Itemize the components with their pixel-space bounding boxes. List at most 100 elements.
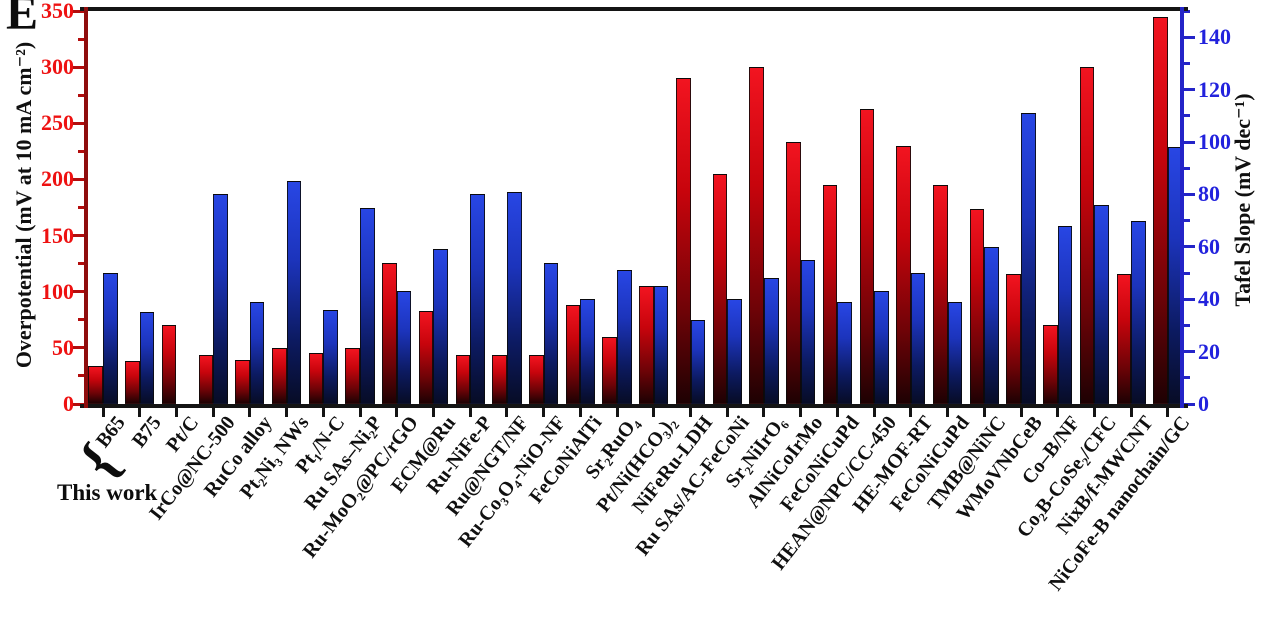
right-axis-tick bbox=[1184, 166, 1190, 170]
x-axis-tick bbox=[431, 408, 435, 417]
bar-overpotential-6 bbox=[308, 353, 324, 404]
x-axis-tick bbox=[542, 408, 546, 417]
right-axis-tick bbox=[1184, 114, 1190, 118]
this-work-label: This work bbox=[57, 480, 158, 505]
bar-tafel-24 bbox=[984, 246, 999, 404]
bar-overpotential-2 bbox=[161, 325, 177, 404]
bar-overpotential-19 bbox=[786, 142, 801, 404]
bar-overpotential-24 bbox=[969, 208, 985, 404]
left-axis-tick bbox=[73, 9, 84, 13]
left-axis-tick-label: 150 bbox=[41, 222, 74, 248]
x-axis-tick bbox=[652, 408, 656, 417]
left-axis-tick bbox=[73, 65, 84, 69]
bar-overpotential-15 bbox=[639, 286, 654, 404]
bar-overpotential-17 bbox=[712, 173, 728, 404]
bar-overpotential-4 bbox=[235, 360, 250, 404]
right-axis-tick-label: 60 bbox=[1198, 233, 1220, 259]
bar-tafel-26 bbox=[1057, 225, 1073, 404]
left-axis-tick-label: 250 bbox=[41, 110, 74, 136]
bar-tafel-23 bbox=[947, 301, 963, 404]
bar-overpotential-5 bbox=[272, 347, 287, 404]
bar-tafel-17 bbox=[727, 299, 742, 404]
bar-tafel-11 bbox=[506, 191, 522, 404]
left-axis-title: Overpotential (mV at 10 mA cm⁻²) bbox=[11, 41, 36, 369]
bar-tafel-3 bbox=[213, 194, 228, 404]
right-axis-tick bbox=[1184, 35, 1195, 39]
right-axis-tick-label: 100 bbox=[1198, 129, 1231, 154]
right-axis-tick bbox=[1184, 350, 1195, 354]
x-axis-tick bbox=[138, 408, 142, 417]
bar-tafel-9 bbox=[433, 249, 449, 404]
bar-overpotential-28 bbox=[1116, 273, 1132, 404]
x-axis-tick bbox=[395, 408, 399, 417]
left-axis-tick-label: 100 bbox=[41, 278, 74, 304]
x-axis-tick bbox=[1129, 408, 1133, 417]
right-axis-tick bbox=[1184, 376, 1190, 380]
left-axis-tick bbox=[78, 206, 84, 209]
right-axis-spine bbox=[1180, 7, 1184, 408]
right-axis-tick bbox=[1184, 297, 1195, 301]
right-axis-tick-label: 40 bbox=[1198, 286, 1220, 312]
left-axis-tick-label: 300 bbox=[41, 54, 74, 80]
x-axis-tick bbox=[799, 408, 803, 417]
x-axis-tick bbox=[615, 408, 619, 417]
bar-overpotential-3 bbox=[198, 354, 214, 404]
x-axis-tick bbox=[101, 408, 105, 417]
x-axis-tick bbox=[725, 408, 729, 417]
right-axis-tick bbox=[1184, 219, 1190, 223]
left-axis-tick-label: 350 bbox=[41, 0, 74, 23]
bar-tafel-12 bbox=[543, 262, 559, 404]
bar-tafel-22 bbox=[910, 273, 926, 404]
left-axis-tick bbox=[73, 177, 84, 181]
bar-tafel-7 bbox=[360, 207, 375, 404]
bar-tafel-20 bbox=[837, 301, 852, 404]
bar-overpotential-0 bbox=[88, 365, 103, 404]
bar-overpotential-7 bbox=[345, 347, 361, 404]
bar-tafel-4 bbox=[249, 301, 265, 404]
bar-overpotential-22 bbox=[896, 145, 911, 404]
bar-overpotential-16 bbox=[675, 78, 691, 404]
right-axis-tick bbox=[1184, 245, 1195, 249]
bar-tafel-21 bbox=[874, 291, 889, 404]
x-axis-tick bbox=[1056, 408, 1060, 417]
right-axis-tick-label: 20 bbox=[1198, 338, 1220, 364]
x-axis-tick bbox=[1019, 408, 1023, 417]
bar-tafel-18 bbox=[763, 278, 779, 404]
bar-overpotential-13 bbox=[565, 305, 581, 404]
right-axis-tick-label: 120 bbox=[1198, 76, 1231, 102]
bar-overpotential-12 bbox=[529, 354, 544, 404]
bar-tafel-19 bbox=[800, 259, 816, 404]
bar-overpotential-10 bbox=[455, 354, 471, 404]
bar-tafel-27 bbox=[1094, 204, 1110, 404]
right-axis-tick bbox=[1184, 9, 1190, 13]
bar-overpotential-14 bbox=[602, 336, 618, 404]
bar-overpotential-25 bbox=[1006, 273, 1021, 404]
bar-overpotential-27 bbox=[1079, 67, 1095, 404]
bar-tafel-25 bbox=[1021, 113, 1036, 404]
bar-overpotential-1 bbox=[125, 361, 140, 404]
panel-label: E bbox=[6, 0, 39, 40]
bar-tafel-15 bbox=[653, 286, 669, 404]
x-axis-tick bbox=[1166, 408, 1170, 417]
bar-tafel-1 bbox=[139, 312, 155, 404]
right-axis-tick bbox=[1184, 323, 1190, 327]
bar-overpotential-26 bbox=[1043, 325, 1058, 404]
x-axis-tick bbox=[358, 408, 362, 417]
bar-tafel-14 bbox=[617, 270, 632, 404]
bar-overpotential-11 bbox=[492, 354, 507, 404]
bar-tafel-0 bbox=[103, 273, 118, 404]
bar-overpotential-21 bbox=[859, 108, 875, 404]
bar-tafel-10 bbox=[470, 194, 485, 404]
bar-tafel-6 bbox=[323, 309, 338, 404]
left-axis-tick-label: 50 bbox=[52, 334, 74, 360]
x-axis-tick bbox=[285, 408, 289, 417]
x-axis-tick bbox=[1092, 408, 1096, 417]
left-axis-tick bbox=[78, 262, 84, 266]
bar-tafel-5 bbox=[286, 181, 302, 404]
right-axis-tick bbox=[1184, 140, 1195, 144]
x-axis-tick bbox=[248, 408, 252, 417]
right-axis-tick-label: 0 bbox=[1198, 391, 1209, 416]
x-axis-tick bbox=[909, 408, 913, 417]
x-axis-tick bbox=[982, 408, 986, 417]
